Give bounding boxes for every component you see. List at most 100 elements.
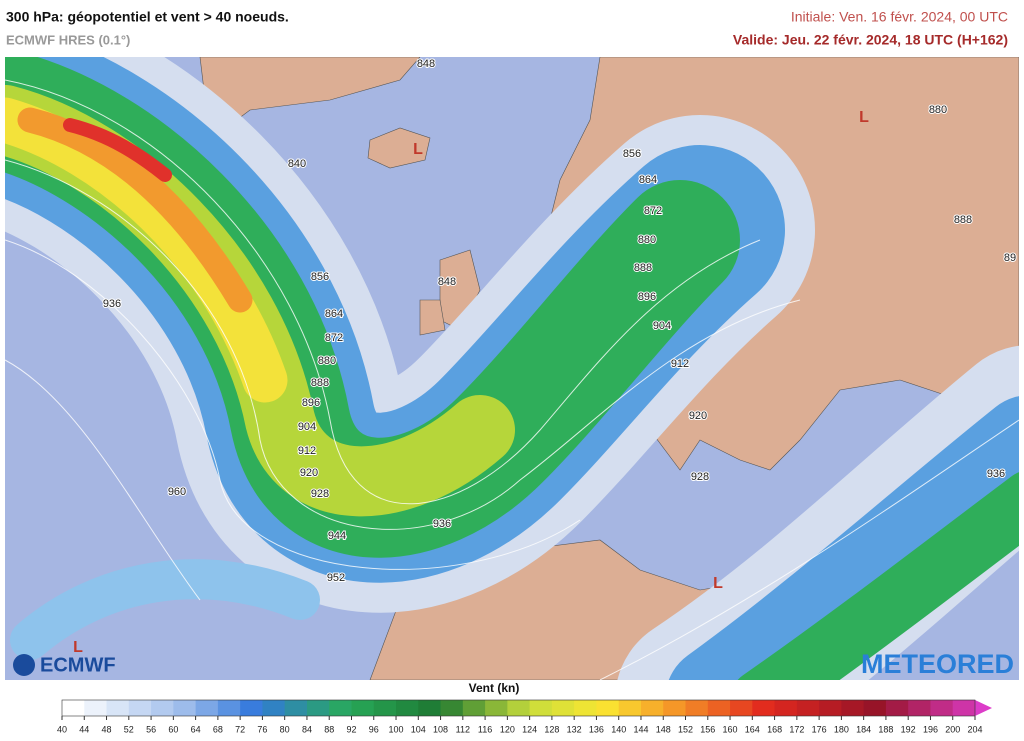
low-marker: L — [413, 141, 423, 158]
colorbar-tick-label: 116 — [478, 724, 492, 734]
colorbar-swatch — [485, 700, 508, 716]
contour-label: 888 — [311, 377, 329, 389]
colorbar-swatch — [462, 700, 486, 716]
colorbar-swatch — [173, 700, 197, 716]
contour-label: 840 — [288, 158, 306, 170]
colorbar-tick-label: 112 — [456, 724, 470, 734]
contour-label: 936 — [987, 468, 1005, 480]
colorbar-swatch — [730, 700, 753, 716]
colorbar-swatch — [908, 700, 931, 716]
contour-label: 904 — [298, 421, 316, 433]
colorbar-tick-label: 48 — [102, 724, 112, 734]
contour-label: 89 — [1004, 252, 1016, 264]
colorbar-tick-label: 192 — [901, 724, 916, 734]
contour-label: 944 — [328, 530, 346, 542]
colorbar-swatch — [396, 700, 419, 716]
colorbar-swatch — [529, 700, 553, 716]
colorbar-swatch — [596, 700, 620, 716]
colorbar-swatch — [930, 700, 954, 716]
contour-label: 952 — [327, 572, 345, 584]
colorbar-tick-label: 100 — [389, 724, 404, 734]
colorbar-tick-label: 168 — [767, 724, 782, 734]
contour-label: 880 — [638, 234, 656, 246]
colorbar-tick-label: 108 — [433, 724, 448, 734]
contour-label: 864 — [325, 308, 343, 320]
colorbar-swatch — [752, 700, 776, 716]
colorbar-tick-label: 64 — [191, 724, 201, 734]
colorbar-tick-label: 84 — [302, 724, 312, 734]
colorbar-tick-label: 96 — [369, 724, 379, 734]
colorbar-swatch — [863, 700, 887, 716]
contour-label: 856 — [623, 148, 641, 160]
contour-label: 864 — [639, 174, 657, 186]
colorbar-arrow — [975, 700, 992, 716]
low-marker: L — [713, 575, 723, 592]
contour-label: 928 — [311, 488, 329, 500]
colorbar-tick-label: 52 — [124, 724, 134, 734]
colorbar-swatch — [306, 700, 330, 716]
colorbar-swatch — [262, 700, 286, 716]
contour-label: 856 — [311, 271, 329, 283]
colorbar-tick-label: 148 — [656, 724, 671, 734]
contour-label: 848 — [417, 58, 435, 70]
colorbar-swatch — [707, 700, 731, 716]
contour-label: 920 — [689, 410, 707, 422]
colorbar-swatch — [574, 700, 597, 716]
contour-label: 888 — [634, 262, 652, 274]
colorbar-tick-label: 128 — [544, 724, 559, 734]
colorbar-tick-label: 152 — [678, 724, 693, 734]
initial-time: Initiale: Ven. 16 févr. 2024, 00 UTC — [791, 9, 1008, 25]
colorbar-swatch — [128, 700, 152, 716]
contour-label: 880 — [318, 355, 336, 367]
colorbar-tick-label: 120 — [500, 724, 515, 734]
colorbar-swatch — [819, 700, 842, 716]
colorbar-tick-label: 196 — [923, 724, 938, 734]
low-marker: L — [859, 109, 869, 126]
colorbar-tick-label: 44 — [79, 724, 89, 734]
ecmwf-logo: ECMWF — [13, 654, 116, 676]
colorbar-tick-label: 124 — [522, 724, 537, 734]
colorbar-tick-label: 204 — [967, 724, 982, 734]
contour-label: 960 — [168, 486, 186, 498]
colorbar-tick-label: 156 — [700, 724, 715, 734]
colorbar-tick-label: 144 — [633, 724, 648, 734]
contour-label: 872 — [325, 332, 343, 344]
colorbar-swatch — [885, 700, 909, 716]
low-marker: L — [73, 639, 83, 656]
colorbar-swatch — [217, 700, 241, 716]
colorbar-tick-label: 72 — [235, 724, 245, 734]
colorbar-tick-label: 104 — [411, 724, 426, 734]
colorbar-tick-label: 76 — [257, 724, 267, 734]
colorbar-swatch — [796, 700, 820, 716]
colorbar-swatch — [106, 700, 130, 716]
colorbar-tick-label: 160 — [723, 724, 738, 734]
colorbar-swatch — [284, 700, 308, 716]
colorbar-swatch — [373, 700, 397, 716]
model: ECMWF HRES (0.1°) — [6, 32, 130, 47]
map — [5, 57, 1019, 680]
contour-label: 848 — [438, 276, 456, 288]
contour-label: 912 — [671, 358, 689, 370]
colorbar-tick-label: 136 — [589, 724, 604, 734]
colorbar-tick-label: 188 — [878, 724, 893, 734]
colorbar-swatch — [240, 700, 263, 716]
colorbar-swatch — [329, 700, 352, 716]
colorbar-swatch — [663, 700, 687, 716]
colorbar-swatch — [952, 700, 976, 716]
colorbar-tick-label: 172 — [789, 724, 804, 734]
contour-label: 928 — [691, 471, 709, 483]
colorbar-label: Vent (kn) — [469, 681, 520, 695]
contour-label: 888 — [954, 214, 972, 226]
colorbar-tick-label: 92 — [346, 724, 356, 734]
valid-time: Valide: Jeu. 22 févr. 2024, 18 UTC (H+16… — [733, 32, 1008, 48]
contour-label: 904 — [653, 320, 671, 332]
colorbar-swatch — [551, 700, 575, 716]
colorbar-tick-label: 56 — [146, 724, 156, 734]
colorbar-tick-label: 88 — [324, 724, 334, 734]
contour-label: 912 — [298, 445, 316, 457]
colorbar-tick-label: 60 — [168, 724, 178, 734]
title: 300 hPa: géopotentiel et vent > 40 noeud… — [6, 9, 289, 25]
colorbar-swatch — [841, 700, 865, 716]
colorbar-swatch — [151, 700, 174, 716]
